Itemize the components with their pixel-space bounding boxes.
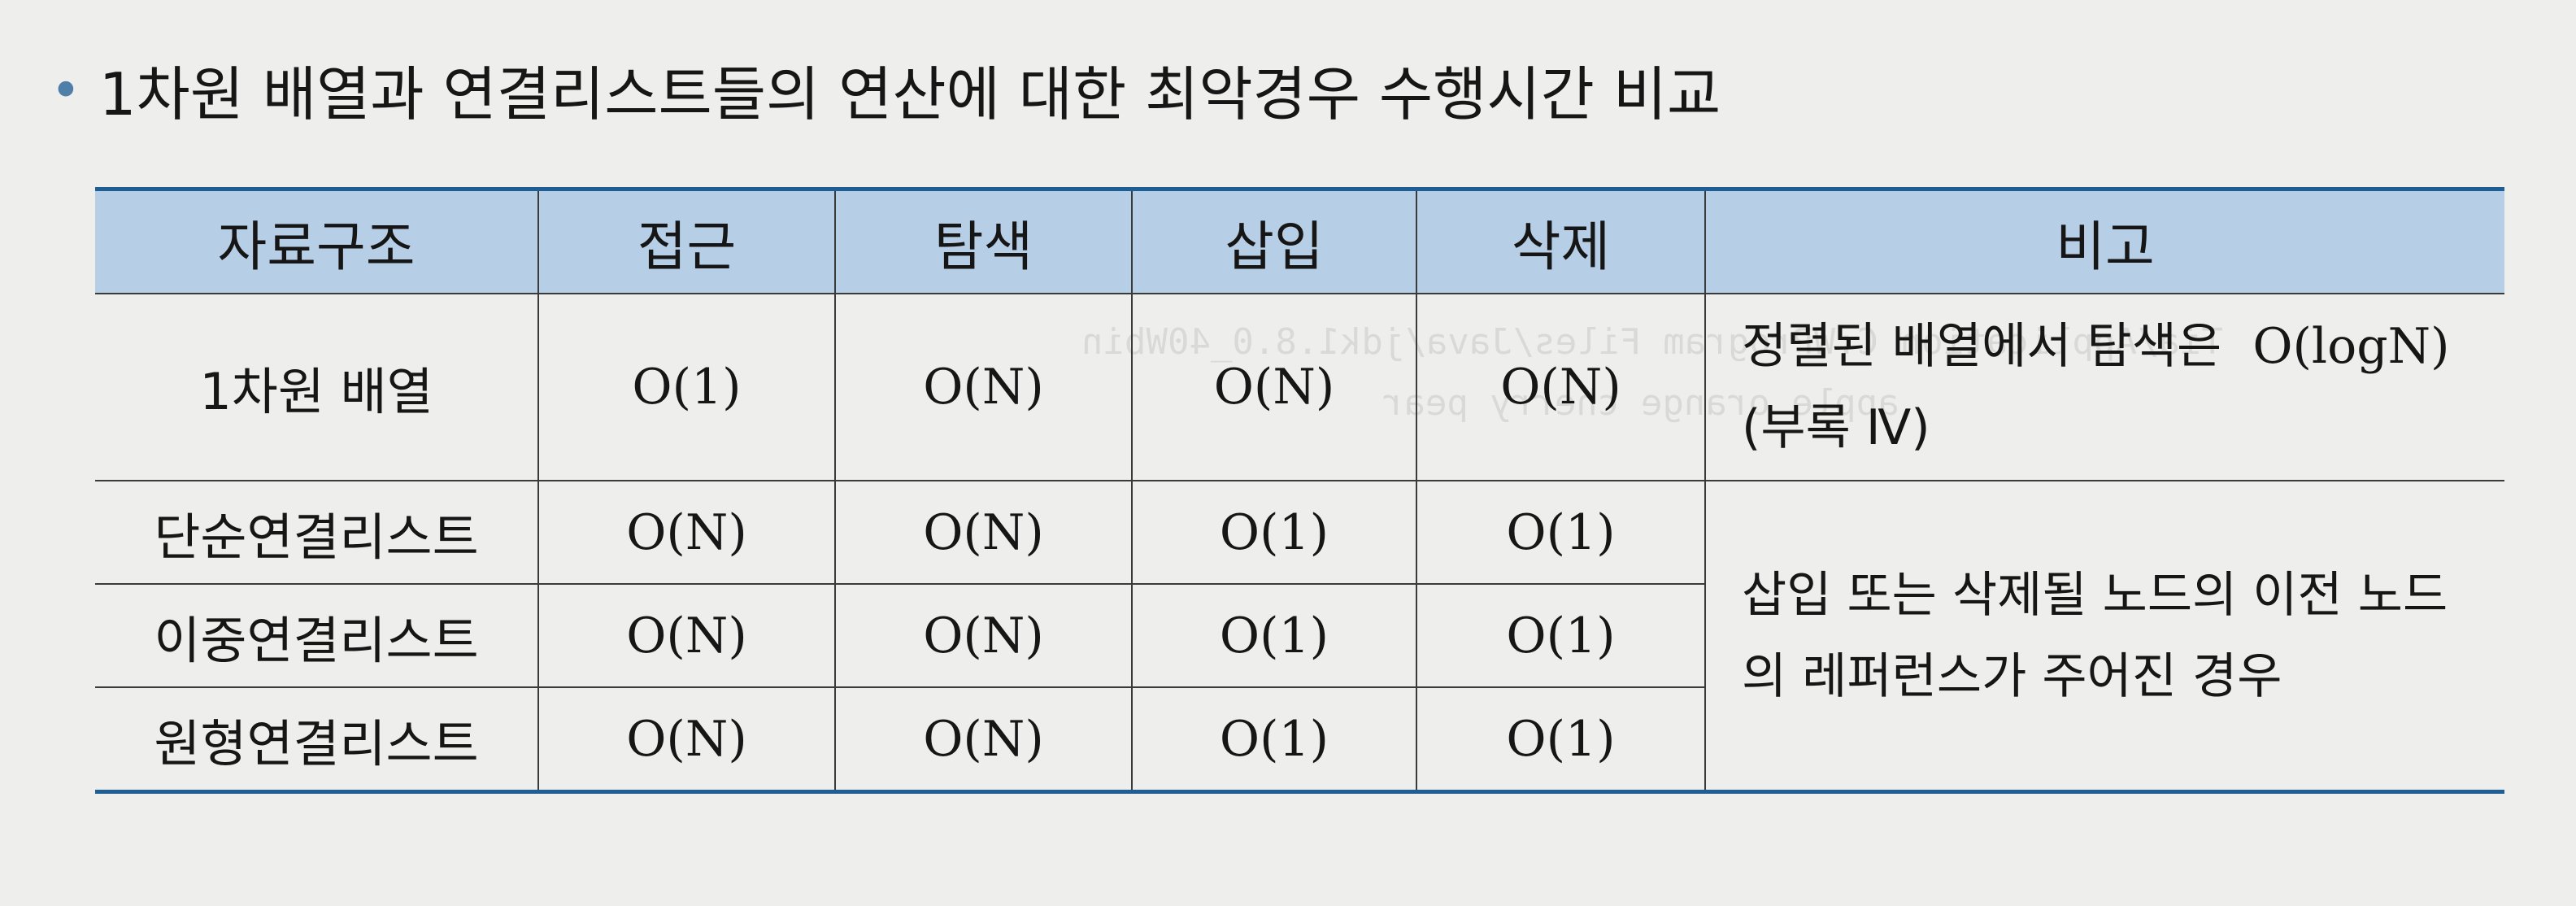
access-cell: O(N) <box>537 480 836 585</box>
section-heading: • 1차원 배열과 연결리스트들의 연산에 대한 최악경우 수행시간 비교 <box>50 50 1721 135</box>
header-delete: 삭제 <box>1416 189 1706 294</box>
header-insert: 삽입 <box>1131 189 1417 294</box>
array-remark: 정렬된 배열에서 탐색은 O(logN) (부록 Ⅳ) <box>1704 293 2504 481</box>
remark-text: 정렬된 배열에서 탐색은 <box>1742 318 2222 375</box>
table-row: 이중연결리스트 O(N) O(N) O(1) O(1) <box>95 583 2504 688</box>
access-cell: O(N) <box>537 583 836 688</box>
header-data-structure: 자료구조 <box>95 189 539 294</box>
insert-cell: O(1) <box>1131 686 1417 793</box>
insert-cell: O(N) <box>1131 293 1417 481</box>
table-row: 단순연결리스트 O(N) O(N) O(1) O(1) 삽입 또는 삭제될 노드… <box>95 480 2504 793</box>
search-cell: O(N) <box>834 480 1133 585</box>
search-cell: O(N) <box>834 583 1133 688</box>
header-search: 탐색 <box>834 189 1133 294</box>
header-row: 자료구조 접근 탐색 삽입 삭제 비고 <box>95 189 2504 294</box>
insert-cell: O(1) <box>1131 480 1417 585</box>
remark-line: 삽입 또는 삭제될 노드의 이전 노드 <box>1742 566 2448 624</box>
header-remarks: 비고 <box>1704 189 2504 294</box>
delete-cell: O(1) <box>1416 480 1706 585</box>
row-name: 이중연결리스트 <box>95 583 539 688</box>
remark-line: 의 레퍼런스가 주어진 경우 <box>1742 647 2282 705</box>
row-name: 원형연결리스트 <box>95 686 539 793</box>
row-name: 1차원 배열 <box>95 293 539 481</box>
search-cell: O(N) <box>834 686 1133 793</box>
access-cell: O(N) <box>537 686 836 793</box>
header-access: 접근 <box>537 189 836 294</box>
linked-list-remark: 삽입 또는 삭제될 노드의 이전 노드 의 레퍼런스가 주어진 경우 <box>1704 480 2504 793</box>
delete-cell: O(1) <box>1416 583 1705 688</box>
table-row: 1차원 배열 O(1) O(N) O(N) O(N) 정렬된 배열에서 탐색은 … <box>95 293 2504 481</box>
remark-complexity: O(logN) <box>2252 318 2450 375</box>
comparison-table: 자료구조 접근 탐색 삽입 삭제 비고 1차원 배열 O(1) O(N) O(N… <box>95 187 2504 794</box>
delete-cell: O(1) <box>1416 686 1705 793</box>
delete-cell: O(N) <box>1416 293 1706 481</box>
row-name: 단순연결리스트 <box>95 480 539 585</box>
table-row: 원형연결리스트 O(N) O(N) O(1) O(1) <box>95 686 2504 793</box>
heading-text: 1차원 배열과 연결리스트들의 연산에 대한 최악경우 수행시간 비교 <box>98 60 1721 128</box>
access-cell: O(1) <box>537 293 836 481</box>
remark-appendix: (부록 Ⅳ) <box>1742 399 1930 456</box>
bullet-icon: • <box>50 61 81 121</box>
search-cell: O(N) <box>834 293 1133 481</box>
insert-cell: O(1) <box>1131 583 1417 688</box>
